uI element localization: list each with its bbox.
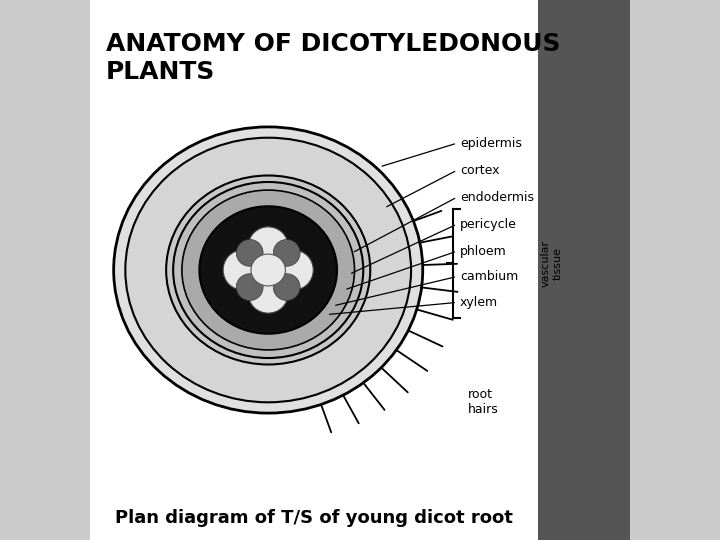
Ellipse shape xyxy=(199,206,337,334)
Text: cambium: cambium xyxy=(460,270,518,283)
Ellipse shape xyxy=(248,275,288,313)
Ellipse shape xyxy=(223,250,261,290)
Text: epidermis: epidermis xyxy=(460,137,522,150)
Ellipse shape xyxy=(236,274,263,300)
Bar xyxy=(90,0,539,540)
Text: Plan diagram of T/S of young dicot root: Plan diagram of T/S of young dicot root xyxy=(115,509,513,528)
Bar xyxy=(539,0,630,540)
Text: ANATOMY OF DICOTYLEDONOUS
PLANTS: ANATOMY OF DICOTYLEDONOUS PLANTS xyxy=(107,32,561,84)
Ellipse shape xyxy=(125,138,411,402)
Ellipse shape xyxy=(276,250,313,290)
Text: phloem: phloem xyxy=(460,245,507,258)
Ellipse shape xyxy=(274,240,300,266)
Ellipse shape xyxy=(274,274,300,300)
Text: vascular
tissue: vascular tissue xyxy=(541,240,562,287)
Ellipse shape xyxy=(248,227,288,265)
Ellipse shape xyxy=(182,190,354,350)
Ellipse shape xyxy=(114,127,423,413)
Ellipse shape xyxy=(251,254,285,286)
Ellipse shape xyxy=(236,240,263,266)
Ellipse shape xyxy=(166,176,370,364)
Text: endodermis: endodermis xyxy=(460,191,534,204)
Text: root
hairs: root hairs xyxy=(468,388,499,416)
Text: xylem: xylem xyxy=(460,296,498,309)
Text: cortex: cortex xyxy=(460,164,500,177)
Ellipse shape xyxy=(173,182,364,358)
Text: pericycle: pericycle xyxy=(460,218,517,231)
